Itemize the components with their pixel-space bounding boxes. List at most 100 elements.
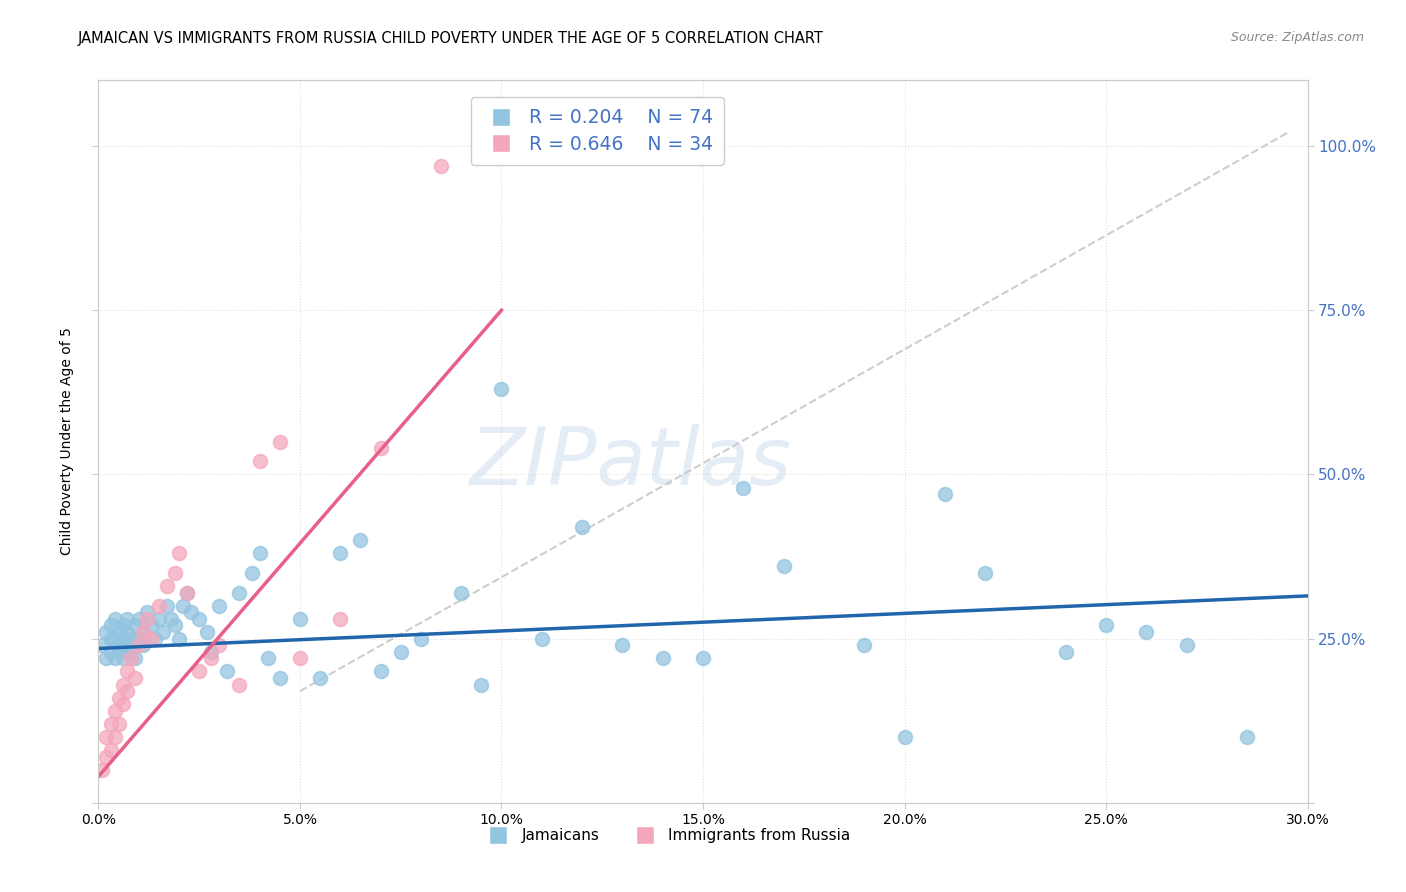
Point bbox=[139, 632, 162, 646]
Point bbox=[111, 698, 134, 712]
Point bbox=[115, 638, 138, 652]
Point bbox=[143, 632, 166, 646]
Point bbox=[409, 632, 432, 646]
Point bbox=[389, 645, 412, 659]
Point bbox=[111, 651, 134, 665]
Point bbox=[115, 665, 138, 679]
Point bbox=[132, 638, 155, 652]
Point bbox=[120, 651, 142, 665]
Point bbox=[470, 677, 492, 691]
Point bbox=[349, 533, 371, 547]
Point bbox=[200, 645, 222, 659]
Point bbox=[100, 717, 122, 731]
Point bbox=[612, 638, 634, 652]
Point bbox=[167, 632, 190, 646]
Point bbox=[288, 612, 311, 626]
Y-axis label: Child Poverty Under the Age of 5: Child Poverty Under the Age of 5 bbox=[60, 327, 75, 556]
Point bbox=[1236, 730, 1258, 744]
Point bbox=[91, 638, 114, 652]
Point bbox=[288, 651, 311, 665]
Point bbox=[115, 612, 138, 626]
Text: JAMAICAN VS IMMIGRANTS FROM RUSSIA CHILD POVERTY UNDER THE AGE OF 5 CORRELATION : JAMAICAN VS IMMIGRANTS FROM RUSSIA CHILD… bbox=[77, 31, 823, 46]
Point bbox=[195, 625, 218, 640]
Point bbox=[269, 434, 291, 449]
Point bbox=[100, 618, 122, 632]
Point bbox=[100, 632, 122, 646]
Text: Source: ZipAtlas.com: Source: ZipAtlas.com bbox=[1230, 31, 1364, 45]
Point bbox=[256, 651, 278, 665]
Point bbox=[1095, 618, 1118, 632]
Point bbox=[370, 441, 392, 455]
Point bbox=[128, 632, 150, 646]
Point bbox=[208, 599, 231, 613]
Legend: Jamaicans, Immigrants from Russia: Jamaicans, Immigrants from Russia bbox=[477, 822, 856, 849]
Point bbox=[103, 730, 125, 744]
Point bbox=[176, 585, 198, 599]
Point bbox=[450, 585, 472, 599]
Point bbox=[240, 566, 263, 580]
Point bbox=[329, 612, 352, 626]
Point bbox=[530, 632, 553, 646]
Point bbox=[103, 704, 125, 718]
Point bbox=[91, 763, 114, 777]
Point bbox=[96, 651, 118, 665]
Point bbox=[188, 665, 211, 679]
Point bbox=[148, 612, 170, 626]
Point bbox=[132, 625, 155, 640]
Point bbox=[974, 566, 997, 580]
Point bbox=[124, 651, 146, 665]
Point bbox=[120, 645, 142, 659]
Point bbox=[107, 625, 129, 640]
Point bbox=[124, 671, 146, 685]
Point bbox=[172, 599, 194, 613]
Point bbox=[156, 599, 179, 613]
Point bbox=[163, 566, 186, 580]
Point bbox=[692, 651, 714, 665]
Point bbox=[96, 749, 118, 764]
Point bbox=[103, 632, 125, 646]
Point bbox=[167, 546, 190, 560]
Point bbox=[571, 520, 593, 534]
Point bbox=[1135, 625, 1157, 640]
Point bbox=[217, 665, 239, 679]
Point bbox=[329, 546, 352, 560]
Point bbox=[176, 585, 198, 599]
Point bbox=[430, 159, 453, 173]
Point bbox=[132, 625, 155, 640]
Point bbox=[188, 612, 211, 626]
Point bbox=[370, 665, 392, 679]
Point bbox=[139, 618, 162, 632]
Point bbox=[111, 677, 134, 691]
Point bbox=[853, 638, 876, 652]
Point bbox=[120, 632, 142, 646]
Text: ZIPatlas: ZIPatlas bbox=[470, 425, 792, 502]
Point bbox=[1054, 645, 1077, 659]
Point bbox=[156, 579, 179, 593]
Point bbox=[200, 651, 222, 665]
Point bbox=[115, 625, 138, 640]
Point bbox=[135, 605, 157, 619]
Point bbox=[651, 651, 673, 665]
Point bbox=[128, 612, 150, 626]
Point bbox=[160, 612, 183, 626]
Point bbox=[180, 605, 202, 619]
Point bbox=[772, 559, 794, 574]
Point bbox=[228, 585, 250, 599]
Point bbox=[100, 743, 122, 757]
Point bbox=[107, 690, 129, 705]
Point bbox=[111, 618, 134, 632]
Point bbox=[115, 684, 138, 698]
Point bbox=[249, 454, 271, 468]
Point bbox=[107, 717, 129, 731]
Point bbox=[152, 625, 174, 640]
Point bbox=[103, 651, 125, 665]
Point bbox=[228, 677, 250, 691]
Point bbox=[491, 382, 513, 396]
Point bbox=[96, 625, 118, 640]
Point bbox=[934, 487, 956, 501]
Point bbox=[733, 481, 755, 495]
Point bbox=[208, 638, 231, 652]
Point bbox=[1175, 638, 1198, 652]
Point bbox=[107, 638, 129, 652]
Point bbox=[249, 546, 271, 560]
